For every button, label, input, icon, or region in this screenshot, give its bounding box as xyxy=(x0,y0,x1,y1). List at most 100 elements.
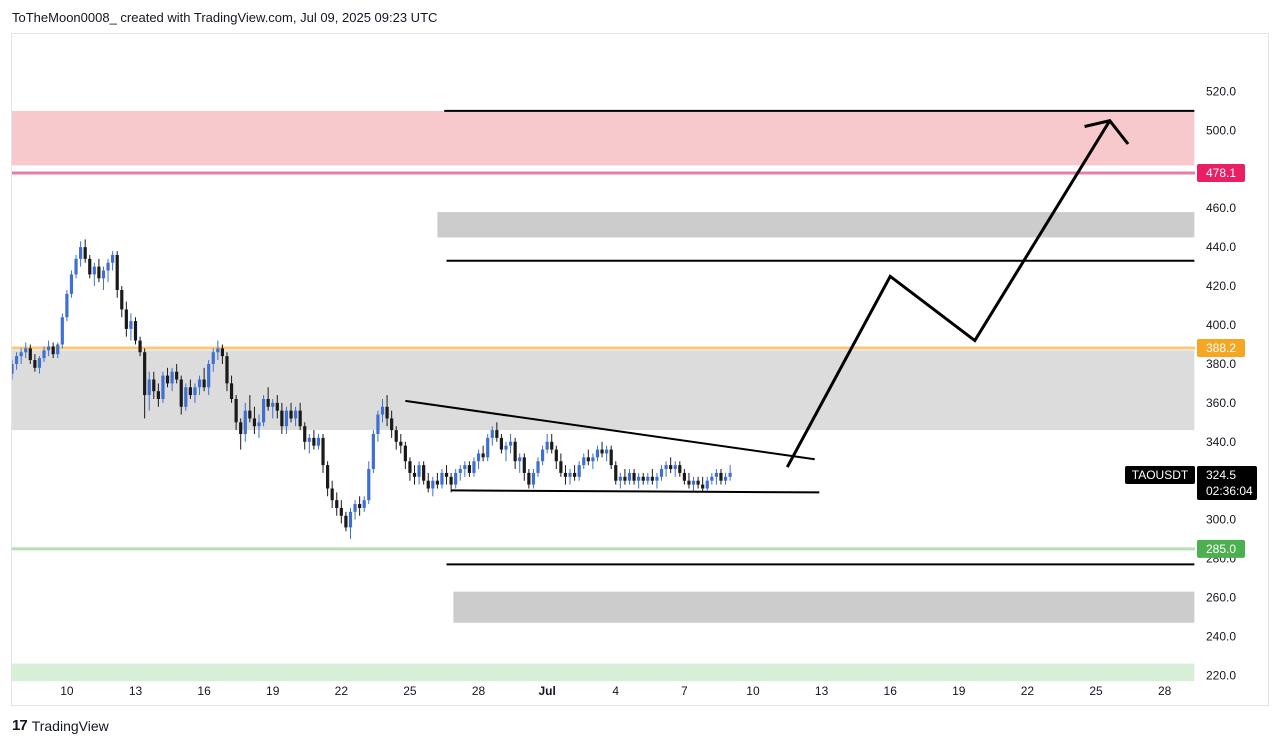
candle-53 xyxy=(252,418,257,427)
candle-62 xyxy=(293,410,298,419)
candle-110 xyxy=(513,441,517,462)
candle-52 xyxy=(248,410,252,419)
candle-66 xyxy=(312,437,316,446)
candle-79 xyxy=(371,433,375,470)
candle-157 xyxy=(728,472,732,477)
drawing-3 xyxy=(405,399,815,461)
candle-124 xyxy=(577,465,581,477)
candle-43 xyxy=(207,363,211,388)
price-tags-layer: 478.1 388.2 285.0 TAOUSDT 324.5 02:36:04 xyxy=(1125,164,1257,558)
time-tick-label: 19 xyxy=(952,684,966,698)
candle-17 xyxy=(88,258,92,275)
candle-39 xyxy=(188,387,192,396)
time-tick-label: 10 xyxy=(60,684,74,698)
candle-149 xyxy=(691,480,696,485)
candle-29 xyxy=(143,352,147,396)
candle-151 xyxy=(701,484,705,489)
candle-25 xyxy=(124,309,128,329)
candle-41 xyxy=(197,379,202,388)
candle-63 xyxy=(298,410,302,427)
time-tick-label: 13 xyxy=(129,684,143,698)
candle-113 xyxy=(527,472,531,485)
candle-154 xyxy=(714,472,718,477)
candle-83 xyxy=(390,418,394,431)
candle-130 xyxy=(605,449,609,454)
candle-142 xyxy=(659,469,664,477)
candle-139 xyxy=(646,476,650,481)
tradingview-logo-icon: 17 xyxy=(12,717,28,734)
candle-88 xyxy=(412,472,417,477)
candle-59 xyxy=(280,410,284,427)
price-tick-label: 360.0 xyxy=(1206,396,1236,410)
candle-101 xyxy=(472,461,476,473)
candle-123 xyxy=(573,472,577,477)
zone-0 xyxy=(12,110,1195,166)
candle-20 xyxy=(101,270,106,279)
price-tag-bg-0 xyxy=(1197,164,1245,183)
candle-65 xyxy=(307,437,311,442)
candle-100 xyxy=(467,465,471,473)
candle-3 xyxy=(24,348,28,353)
candle-77 xyxy=(362,500,366,508)
time-tick-label: 4 xyxy=(612,684,619,698)
zones-layer xyxy=(12,110,1195,682)
time-tick-label: 16 xyxy=(197,684,211,698)
candle-126 xyxy=(586,457,590,462)
candle-54 xyxy=(257,422,261,427)
candle-136 xyxy=(632,472,636,481)
candle-106 xyxy=(495,430,499,438)
candle-55 xyxy=(261,398,266,423)
candle-102 xyxy=(476,453,481,462)
price-chart[interactable]: 220.0240.0260.0280.0300.0320.0340.0360.0… xyxy=(12,34,1270,707)
candle-97 xyxy=(454,472,458,485)
candle-91 xyxy=(426,480,430,489)
candle-2 xyxy=(19,352,23,357)
candle-47 xyxy=(225,356,229,384)
candle-87 xyxy=(408,461,412,473)
time-tick-label: 22 xyxy=(335,684,349,698)
price-tag-label: 478.1 xyxy=(1206,166,1236,180)
time-tick-label: 10 xyxy=(746,684,760,698)
candle-80 xyxy=(376,414,380,434)
candle-31 xyxy=(152,379,156,392)
candle-120 xyxy=(559,461,563,473)
chart-area[interactable]: 220.0240.0260.0280.0300.0320.0340.0360.0… xyxy=(11,33,1269,706)
price-tag-label: 388.2 xyxy=(1206,341,1236,355)
candle-105 xyxy=(490,430,494,438)
price-tick-label: 220.0 xyxy=(1206,668,1236,682)
candle-122 xyxy=(568,472,572,477)
candle-95 xyxy=(444,472,449,477)
candle-69 xyxy=(326,465,330,489)
candle-108 xyxy=(504,445,508,450)
time-tick-label: 25 xyxy=(1089,684,1103,698)
time-tick-label: 25 xyxy=(403,684,417,698)
time-tick-label: 7 xyxy=(681,684,688,698)
candle-4 xyxy=(28,348,32,361)
candle-109 xyxy=(508,441,513,446)
candle-135 xyxy=(627,472,632,481)
zone-2 xyxy=(437,212,1195,238)
tradingview-brand: TradingView xyxy=(31,717,109,734)
time-axis: 10 13 16 19 22 25 28 Jul 4 7 10 13 16 19 22 25 28 xyxy=(60,684,1171,698)
candle-49 xyxy=(234,398,238,423)
drawings-layer xyxy=(405,109,1195,566)
candle-34 xyxy=(165,375,170,384)
countdown-label: 02:36:04 xyxy=(1206,484,1253,498)
price-tick-label: 240.0 xyxy=(1206,629,1236,643)
candle-119 xyxy=(554,449,558,462)
candle-13 xyxy=(69,274,74,294)
price-axis: 220.0240.0260.0280.0300.0320.0340.0360.0… xyxy=(1206,84,1236,682)
time-tick-label: Jul xyxy=(538,684,555,698)
candle-12 xyxy=(65,293,69,318)
price-tag-label: 285.0 xyxy=(1206,542,1236,556)
candle-15 xyxy=(79,247,83,259)
candle-104 xyxy=(486,437,490,458)
candle-75 xyxy=(353,504,357,512)
candle-121 xyxy=(563,472,568,477)
candle-81 xyxy=(380,406,385,415)
candle-57 xyxy=(271,402,275,407)
candle-118 xyxy=(550,441,554,450)
candle-50 xyxy=(239,422,243,434)
candle-1 xyxy=(14,356,19,364)
price-tick-label: 460.0 xyxy=(1206,201,1236,215)
